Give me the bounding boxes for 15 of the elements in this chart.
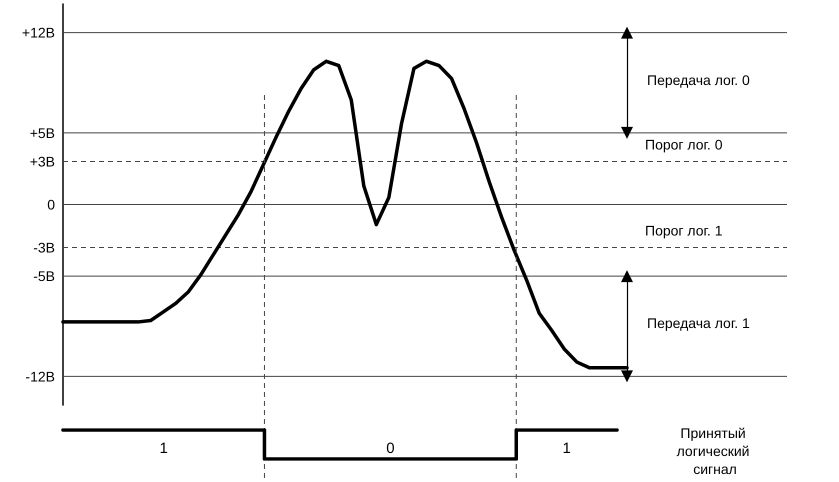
ref-line-label: Порог лог. 1 [645,222,723,238]
text: Принятый логический сигнал [676,425,754,477]
text: Передача лог. 0 [647,72,750,88]
text: Передача лог. 1 [647,315,750,332]
y-tick-label: 0 [47,196,56,212]
y-tick-label: -5В [33,268,55,284]
ref-line-label: Порог лог. 0 [645,136,723,153]
y-tick-label: -12В [25,368,55,384]
y-tick-label: -3В [33,239,55,256]
y-tick-label: +5В [30,124,55,141]
y-tick-label: +12В [22,24,55,41]
annotation: 1 [562,440,571,457]
annotation: 1 [160,440,168,457]
annotation: 0 [386,440,395,457]
y-tick-label: +3В [30,154,55,170]
